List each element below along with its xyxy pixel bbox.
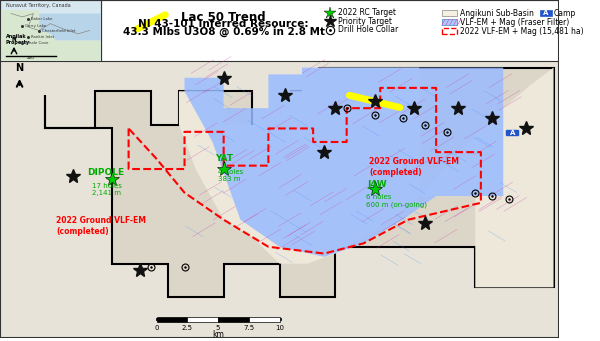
Text: 2022 Ground VLF-EM
(completed): 2022 Ground VLF-EM (completed)	[56, 216, 146, 236]
Text: J4W: J4W	[368, 180, 388, 189]
Text: 2022 VLF-EM + Mag (15,481 ha): 2022 VLF-EM + Mag (15,481 ha)	[460, 27, 583, 36]
Text: N: N	[16, 63, 23, 73]
Text: 5: 5	[216, 325, 220, 330]
Text: A: A	[543, 10, 548, 16]
Text: Drill Hole Collar: Drill Hole Collar	[338, 25, 398, 34]
Text: Camp: Camp	[554, 9, 577, 18]
Text: 2022 RC Target: 2022 RC Target	[338, 8, 396, 17]
Bar	[249, 317, 280, 322]
Text: 43.3 Mlbs U3O8 @ 0.69% in 2.8 Mt: 43.3 Mlbs U3O8 @ 0.69% in 2.8 Mt	[122, 26, 325, 36]
Bar	[101, 0, 559, 61]
Text: 200: 200	[27, 56, 35, 60]
Text: 6 holes
600 m (on-going): 6 holes 600 m (on-going)	[366, 194, 427, 208]
Bar	[506, 130, 518, 135]
Bar	[218, 317, 249, 322]
Text: 7.5: 7.5	[243, 325, 254, 330]
Bar	[442, 19, 457, 25]
Polygon shape	[0, 10, 101, 61]
Polygon shape	[185, 68, 503, 257]
Text: Rankin Inlet: Rankin Inlet	[31, 34, 54, 39]
Bar	[442, 10, 457, 16]
Text: Priority Target: Priority Target	[338, 17, 392, 26]
Text: A: A	[509, 130, 515, 135]
Bar	[187, 317, 218, 322]
Text: Whale Cove: Whale Cove	[25, 41, 49, 45]
Bar	[442, 28, 457, 34]
Text: NI 43-101 Inferred Resource:: NI 43-101 Inferred Resource:	[139, 19, 309, 29]
Bar	[0, 0, 101, 61]
Text: 0: 0	[154, 325, 159, 330]
Text: 4 holes
383 m: 4 holes 383 m	[218, 169, 244, 182]
Text: 2022 Ground VLF-EM
(completed): 2022 Ground VLF-EM (completed)	[369, 157, 459, 177]
Text: 10: 10	[275, 325, 284, 330]
Bar	[157, 317, 187, 322]
Text: VLF-EM + Mag (Fraser Filter): VLF-EM + Mag (Fraser Filter)	[460, 18, 569, 27]
Text: Angikuni Sub-Basin: Angikuni Sub-Basin	[460, 9, 533, 18]
Text: Angilak
Property: Angilak Property	[5, 34, 30, 45]
Polygon shape	[179, 68, 554, 287]
Text: km: km	[212, 330, 224, 339]
Text: Baker Lake: Baker Lake	[31, 17, 52, 21]
Bar	[539, 10, 552, 16]
Polygon shape	[45, 68, 554, 297]
Text: Lac 50 Trend: Lac 50 Trend	[181, 11, 266, 24]
Text: DIPOLE: DIPOLE	[86, 168, 124, 177]
Text: 17 holes
2,141 m: 17 holes 2,141 m	[92, 182, 122, 195]
Text: N: N	[11, 37, 16, 42]
Polygon shape	[39, 14, 101, 41]
Text: YAT: YAT	[215, 154, 233, 163]
Text: Nunavut Territory, Canada: Nunavut Territory, Canada	[5, 3, 70, 9]
Text: Chesterfield Inlet: Chesterfield Inlet	[42, 29, 76, 33]
Text: Garry Lake: Garry Lake	[25, 24, 46, 28]
Text: 2.5: 2.5	[182, 325, 193, 330]
